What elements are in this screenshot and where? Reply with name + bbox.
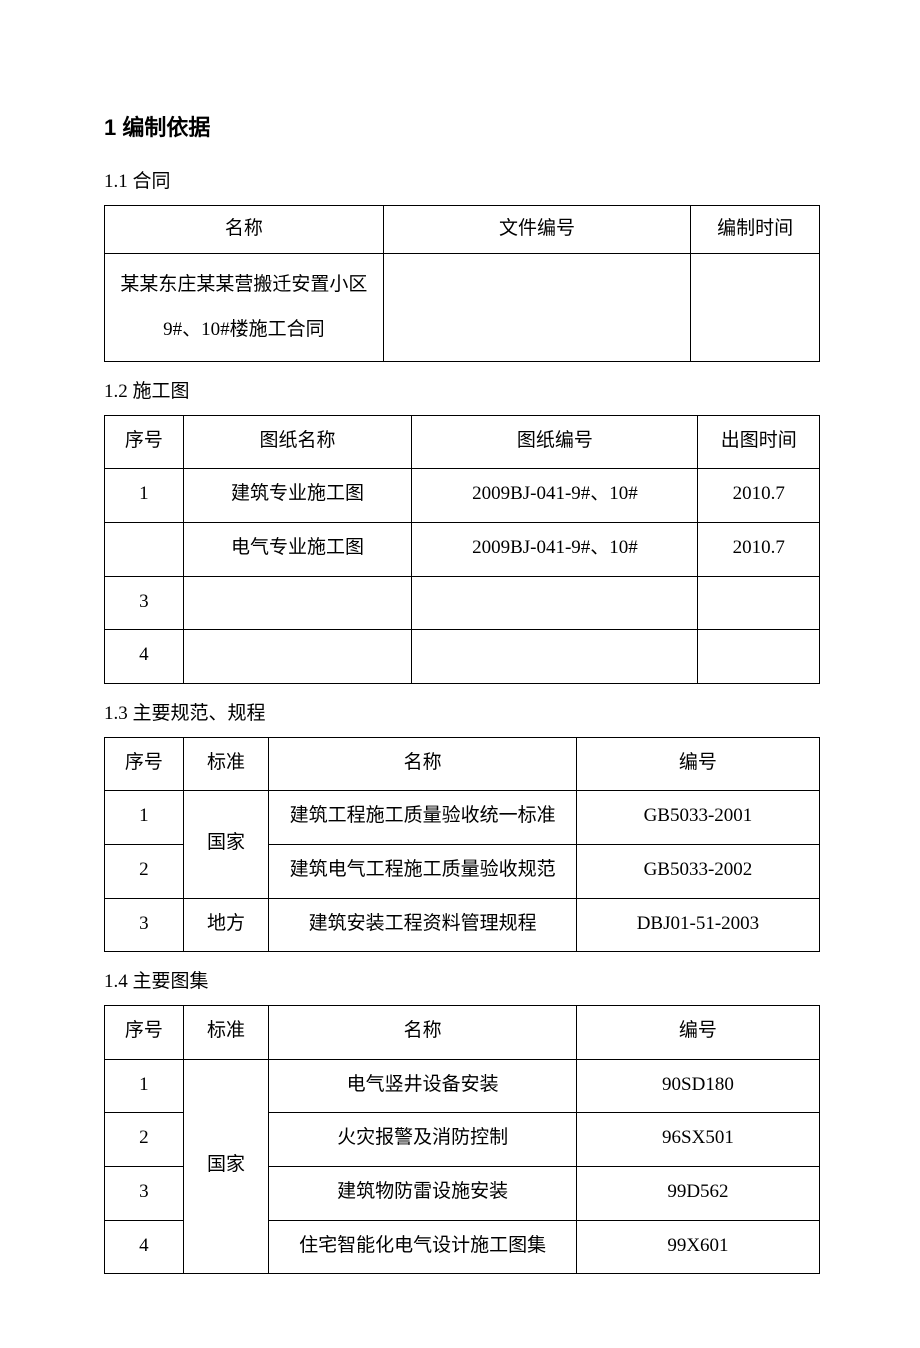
table-header-row: 序号 标准 名称 编号 (105, 737, 820, 791)
cell-name: 建筑电气工程施工质量验收规范 (269, 844, 576, 898)
section-1-1-label: 1.1 合同 (104, 166, 820, 193)
cell-seq: 3 (105, 898, 184, 952)
cell-name: 建筑安装工程资料管理规程 (269, 898, 576, 952)
col-header-num: 图纸编号 (412, 415, 698, 469)
cell-name: 某某东庄某某营搬迁安置小区 9#、10#楼施工合同 (105, 253, 384, 361)
main-heading: 1 编制依据 (104, 110, 820, 142)
cell-time: 2010.7 (698, 469, 820, 523)
table-row: 1 国家 建筑工程施工质量验收统一标准 GB5033-2001 (105, 791, 820, 845)
col-header-seq: 序号 (105, 737, 184, 791)
cell-time (698, 576, 820, 630)
cell-num: 99X601 (576, 1220, 819, 1274)
table-header-row: 序号 图纸名称 图纸编号 出图时间 (105, 415, 820, 469)
col-header-std: 标准 (183, 737, 269, 791)
cell-num: GB5033-2002 (576, 844, 819, 898)
table-row: 4 (105, 630, 820, 684)
col-header-std: 标准 (183, 1006, 269, 1060)
cell-num (412, 576, 698, 630)
cell-seq: 2 (105, 1113, 184, 1167)
cell-time (691, 253, 820, 361)
page-container: 1 编制依据 1.1 合同 名称 文件编号 编制时间 某某东庄某某营搬迁安置小区… (0, 0, 920, 1348)
cell-seq (105, 522, 184, 576)
col-header-time: 出图时间 (698, 415, 820, 469)
cell-seq: 1 (105, 791, 184, 845)
table-header-row: 序号 标准 名称 编号 (105, 1006, 820, 1060)
contract-table: 名称 文件编号 编制时间 某某东庄某某营搬迁安置小区 9#、10#楼施工合同 (104, 205, 820, 362)
table-row: 3 地方 建筑安装工程资料管理规程 DBJ01-51-2003 (105, 898, 820, 952)
cell-seq: 3 (105, 1166, 184, 1220)
col-header-num: 编号 (576, 737, 819, 791)
table-header-row: 名称 文件编号 编制时间 (105, 206, 820, 254)
drawings-table: 序号 图纸名称 图纸编号 出图时间 1 建筑专业施工图 2009BJ-041-9… (104, 415, 820, 684)
cell-time: 2010.7 (698, 522, 820, 576)
col-header-name: 名称 (269, 737, 576, 791)
col-header-name: 图纸名称 (183, 415, 412, 469)
cell-num: 99D562 (576, 1166, 819, 1220)
col-header-seq: 序号 (105, 415, 184, 469)
table-row: 1 国家 电气竖井设备安装 90SD180 (105, 1059, 820, 1113)
table-row: 电气专业施工图 2009BJ-041-9#、10# 2010.7 (105, 522, 820, 576)
table-row: 3 (105, 576, 820, 630)
atlas-table: 序号 标准 名称 编号 1 国家 电气竖井设备安装 90SD180 2 火灾报警… (104, 1005, 820, 1274)
cell-name: 火灾报警及消防控制 (269, 1113, 576, 1167)
table-row: 某某东庄某某营搬迁安置小区 9#、10#楼施工合同 (105, 253, 820, 361)
standards-table: 序号 标准 名称 编号 1 国家 建筑工程施工质量验收统一标准 GB5033-2… (104, 737, 820, 952)
cell-seq: 4 (105, 630, 184, 684)
section-1-3-label: 1.3 主要规范、规程 (104, 698, 820, 725)
cell-seq: 1 (105, 469, 184, 523)
col-header-num: 编号 (576, 1006, 819, 1060)
cell-num: 96SX501 (576, 1113, 819, 1167)
cell-name: 建筑工程施工质量验收统一标准 (269, 791, 576, 845)
cell-num (412, 630, 698, 684)
cell-seq: 4 (105, 1220, 184, 1274)
cell-time (698, 630, 820, 684)
cell-num: 2009BJ-041-9#、10# (412, 469, 698, 523)
section-1-4-label: 1.4 主要图集 (104, 966, 820, 993)
cell-doc (383, 253, 690, 361)
cell-std-national: 国家 (183, 1059, 269, 1273)
col-header-name: 名称 (105, 206, 384, 254)
cell-name (183, 576, 412, 630)
section-1-2-label: 1.2 施工图 (104, 376, 820, 403)
col-header-seq: 序号 (105, 1006, 184, 1060)
cell-num: 2009BJ-041-9#、10# (412, 522, 698, 576)
col-header-name: 名称 (269, 1006, 576, 1060)
cell-seq: 3 (105, 576, 184, 630)
cell-std-local: 地方 (183, 898, 269, 952)
col-header-time: 编制时间 (691, 206, 820, 254)
cell-seq: 1 (105, 1059, 184, 1113)
cell-seq: 2 (105, 844, 184, 898)
cell-num: DBJ01-51-2003 (576, 898, 819, 952)
col-header-doc: 文件编号 (383, 206, 690, 254)
cell-name: 建筑物防雷设施安装 (269, 1166, 576, 1220)
cell-name: 电气竖井设备安装 (269, 1059, 576, 1113)
cell-num: GB5033-2001 (576, 791, 819, 845)
cell-name: 电气专业施工图 (183, 522, 412, 576)
cell-name (183, 630, 412, 684)
table-row: 1 建筑专业施工图 2009BJ-041-9#、10# 2010.7 (105, 469, 820, 523)
cell-num: 90SD180 (576, 1059, 819, 1113)
cell-name: 建筑专业施工图 (183, 469, 412, 523)
cell-name: 住宅智能化电气设计施工图集 (269, 1220, 576, 1274)
cell-std-national: 国家 (183, 791, 269, 898)
